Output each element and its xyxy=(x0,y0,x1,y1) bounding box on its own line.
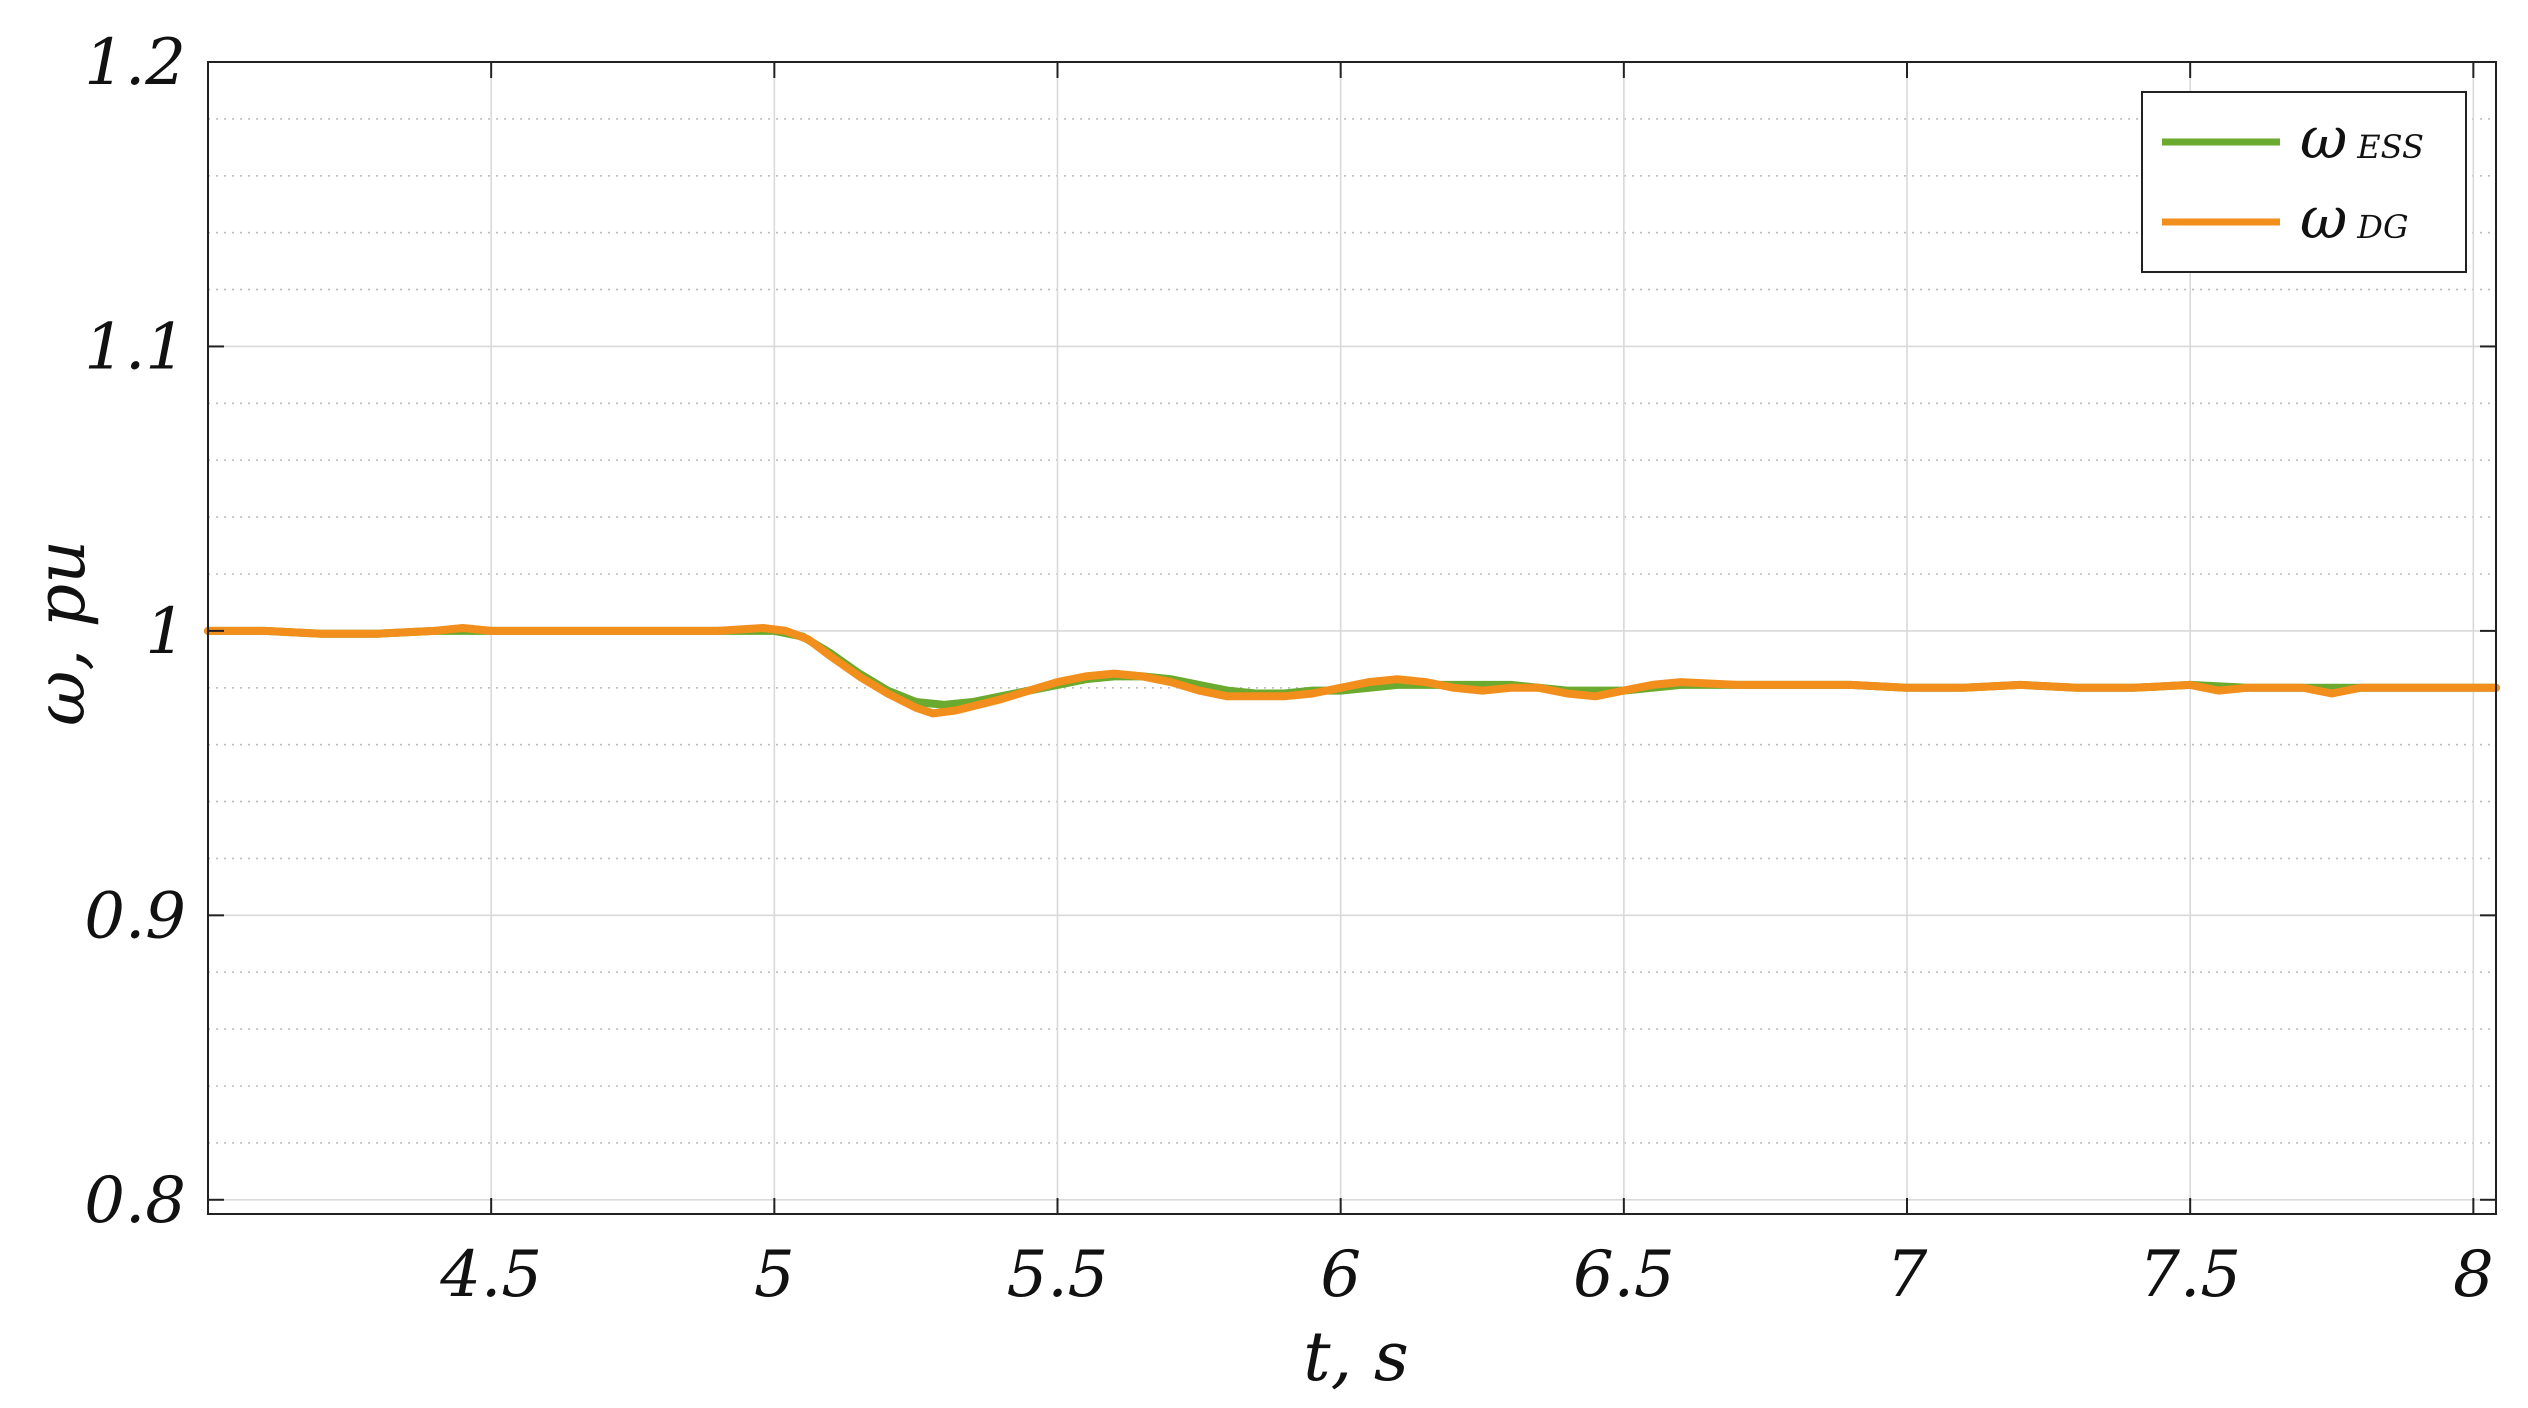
y-tick-label: 1.1 xyxy=(84,310,186,384)
series-layer xyxy=(204,624,2500,718)
tick-labels: 4.5 5 5.5 6 6.5 7 7.5 8 0.8 0.9 1 1.1 1.2 xyxy=(84,26,2493,1312)
x-tick-label: 5 xyxy=(754,1238,795,1312)
x-tick-label: 6.5 xyxy=(1573,1238,1675,1312)
y-axis-label: ω, pu xyxy=(22,540,101,726)
legend-box xyxy=(2141,91,2467,273)
plot-frame xyxy=(207,61,2497,1215)
x-axis-label: t, s xyxy=(1303,1318,1408,1397)
y-tick-label: 1.2 xyxy=(84,26,186,100)
y-tick-label: 0.9 xyxy=(84,879,186,953)
y-tick-label: 0.8 xyxy=(84,1164,186,1238)
axis-ticks xyxy=(208,61,2496,1214)
legend: ω ESS ω DG xyxy=(2141,91,2467,273)
legend-label-dg: ω DG xyxy=(2300,184,2409,252)
x-tick-label: 6 xyxy=(1320,1238,1361,1312)
x-tick-label: 7.5 xyxy=(2139,1238,2241,1312)
y-tick-label: 1 xyxy=(145,595,186,669)
series-line-dg xyxy=(204,624,2500,718)
legend-label-ess: ω ESS xyxy=(2300,104,2424,172)
x-tick-label: 5.5 xyxy=(1007,1238,1109,1312)
x-tick-label: 8 xyxy=(2453,1238,2494,1312)
x-tick-label: 7 xyxy=(1887,1238,1928,1312)
x-tick-label: 4.5 xyxy=(439,1238,542,1312)
series-line-ess xyxy=(204,626,2500,709)
